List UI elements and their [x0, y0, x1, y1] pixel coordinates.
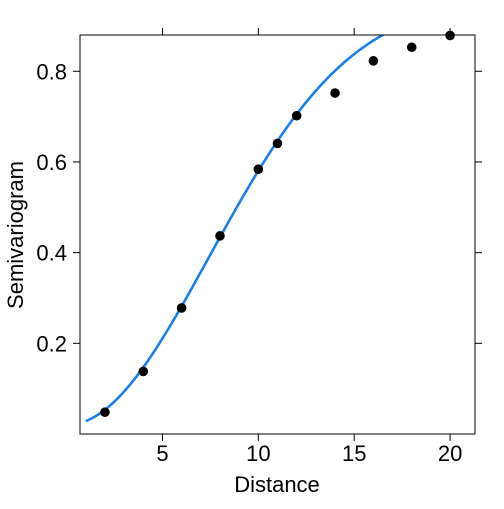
- x-tick-label: 10: [246, 441, 270, 466]
- plot-panel-border: [79, 34, 476, 435]
- data-point: [291, 110, 302, 121]
- data-point: [176, 303, 187, 313]
- axes-layer: 5 10 15 20 0.2 0.4 0.6 0.8: [36, 28, 482, 466]
- y-tick-label: 0.4: [36, 241, 67, 266]
- data-point: [215, 231, 225, 241]
- data-point: [368, 56, 379, 66]
- y-tick-label: 0.6: [36, 150, 67, 175]
- data-point: [138, 366, 149, 377]
- data-point: [406, 42, 417, 53]
- fitted-model-curve: [85, 35, 386, 423]
- x-tick-label: 15: [342, 441, 366, 466]
- y-tick-label: 0.2: [36, 331, 67, 356]
- x-tick-label: 5: [156, 441, 168, 466]
- data-point: [330, 88, 340, 98]
- x-tick-label: 20: [438, 441, 462, 466]
- data-point: [272, 138, 283, 149]
- x-axis-label: Distance: [234, 472, 320, 497]
- fitted-curve-layer: [85, 35, 386, 423]
- data-point: [100, 407, 110, 418]
- y-tick-label: 0.8: [36, 59, 67, 84]
- data-point: [253, 164, 264, 175]
- y-axis-label: Semivariogram: [3, 161, 28, 309]
- data-points-layer: [100, 30, 455, 418]
